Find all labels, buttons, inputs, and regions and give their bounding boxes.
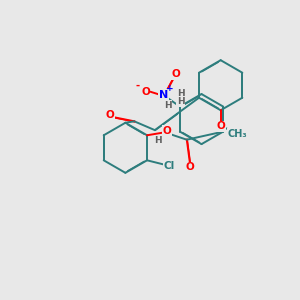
- Text: O: O: [141, 87, 150, 97]
- Text: H: H: [177, 97, 184, 106]
- Text: O: O: [216, 122, 225, 131]
- Text: Cl: Cl: [164, 161, 175, 171]
- Text: H: H: [178, 89, 185, 98]
- Text: +: +: [166, 84, 174, 93]
- Text: -: -: [136, 80, 140, 90]
- Text: O: O: [185, 162, 194, 172]
- Text: O: O: [105, 110, 114, 119]
- Text: H: H: [164, 100, 172, 109]
- Text: CH₃: CH₃: [227, 129, 247, 139]
- Text: O: O: [163, 126, 172, 136]
- Text: H: H: [154, 136, 162, 145]
- Text: N: N: [159, 90, 168, 100]
- Text: O: O: [171, 69, 180, 79]
